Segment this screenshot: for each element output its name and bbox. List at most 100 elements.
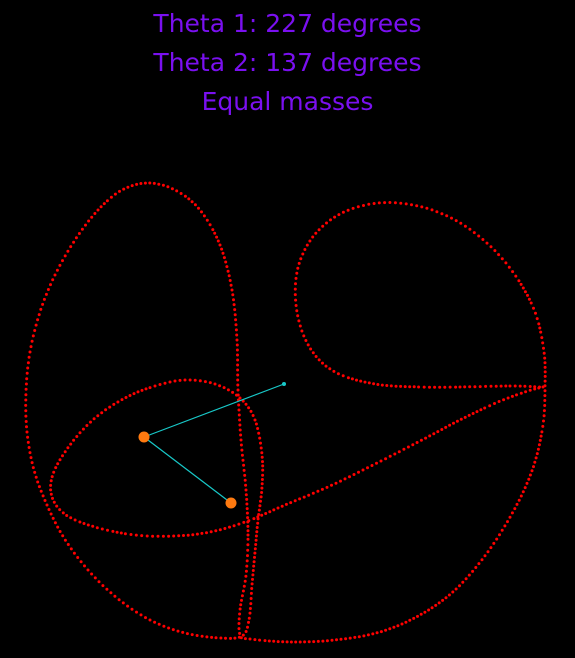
trail-dot (242, 584, 246, 588)
trail-dot (533, 385, 537, 389)
trail-dot (177, 534, 181, 538)
trail-dot (276, 640, 280, 644)
trail-dot (65, 514, 69, 517)
trail-dot (430, 606, 434, 610)
trail-dot (348, 636, 352, 640)
trail-dot (239, 443, 243, 447)
trail-dot (518, 384, 522, 388)
trail-dot (156, 534, 160, 538)
trail-dot (523, 384, 527, 388)
trail-dot (232, 303, 236, 307)
trail-dot (221, 251, 225, 255)
trail-dot (521, 286, 525, 290)
trail-dot (253, 638, 257, 642)
trail-dot (410, 203, 413, 207)
trail-dot (329, 218, 332, 222)
trail-dot (467, 413, 471, 417)
trail-dot (346, 376, 350, 380)
trail-dot (249, 597, 253, 600)
trail-dot (330, 483, 333, 487)
trail-dot (495, 537, 499, 541)
trail-dot (226, 388, 230, 392)
trail-dot (408, 385, 412, 389)
trail-dot (294, 640, 298, 644)
trail-dot (257, 508, 261, 512)
trail-dot (362, 204, 365, 207)
trail-dot (104, 408, 108, 412)
trail-dot (37, 313, 41, 317)
trail-dot (311, 351, 315, 355)
trail-dot (296, 266, 300, 270)
trail-dot (237, 627, 241, 631)
trail-dot (86, 568, 90, 572)
trail-dot (245, 502, 249, 506)
trail-dot (543, 361, 547, 365)
trail-dot (249, 409, 253, 413)
trail-dot (459, 417, 463, 421)
trail-dot (441, 598, 445, 602)
trail-dot (233, 308, 237, 312)
trail-dot (543, 356, 547, 360)
lower-rod (143, 436, 232, 504)
trail-dot (124, 396, 128, 399)
trail-dot (61, 511, 65, 515)
trail-dot (235, 343, 239, 347)
trail-dot (293, 499, 297, 503)
trail-path (24, 181, 547, 644)
trail-dot (144, 387, 148, 391)
trail-dot (163, 381, 167, 385)
trail-dot (532, 306, 535, 310)
trail-dot (218, 384, 222, 388)
trail-dot (143, 181, 147, 185)
trail-dot (26, 440, 30, 444)
trail-dot (167, 534, 171, 538)
trail-dot (250, 582, 254, 586)
trail-dot (502, 398, 506, 402)
trail-dot (448, 385, 452, 389)
trail-dot (254, 538, 258, 542)
trail-dot (251, 573, 255, 577)
trail-dot (452, 421, 455, 425)
trail-dot (376, 383, 380, 386)
trail-dot (238, 612, 242, 616)
trail-dot (210, 635, 214, 639)
lower-bob (225, 497, 237, 509)
trail-dot (205, 218, 209, 222)
trail-dot (208, 223, 212, 227)
trail-dot (276, 506, 280, 510)
trail-dot (219, 636, 223, 640)
trail-dot (157, 182, 161, 186)
trail-dot (53, 521, 57, 525)
trail-dot (243, 473, 247, 477)
trail-dot (540, 336, 544, 340)
trail-dot (445, 214, 449, 218)
trail-dot (179, 192, 183, 195)
trail-dot (303, 640, 307, 644)
trail-dot (56, 525, 60, 529)
trail-dot (543, 389, 547, 393)
trail-dot (153, 620, 157, 624)
trail-dot (222, 256, 226, 260)
trail-dot (25, 377, 29, 381)
trail-dot (28, 350, 32, 354)
trail-dot (272, 639, 276, 643)
trail-dot (523, 290, 527, 294)
trail-dot (25, 371, 29, 375)
trail-dot (260, 451, 264, 455)
trail-dot (463, 224, 467, 228)
trail-dot (157, 622, 161, 626)
trail-dot (320, 487, 324, 491)
trail-dot (74, 236, 78, 240)
trail-dot (504, 384, 508, 388)
trail-dot (58, 263, 62, 267)
trail-dot (230, 288, 234, 292)
trail-dot (379, 630, 383, 634)
trail-dot (280, 504, 284, 508)
trail-dot (56, 462, 60, 466)
trail-dot (145, 534, 149, 538)
trail-dot (250, 587, 254, 590)
trail-dot (28, 451, 32, 455)
trail-dot (543, 370, 547, 374)
trail-dot (213, 231, 217, 235)
trail-dot (528, 385, 532, 388)
